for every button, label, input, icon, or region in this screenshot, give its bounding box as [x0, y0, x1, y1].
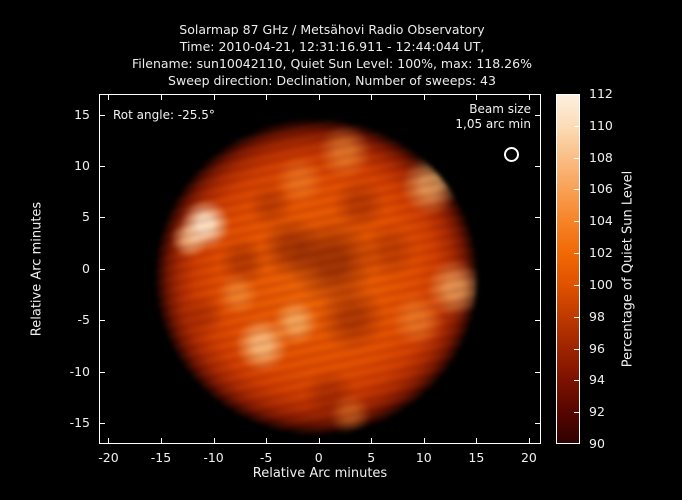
colorbar-tick-label: 108: [589, 149, 613, 165]
x-tick-mark: [213, 438, 215, 443]
x-tick-mark: [318, 438, 320, 443]
time-line: Time: 2010-04-21, 12:31:16.911 - 12:44:0…: [179, 39, 485, 54]
colorbar-tick-mark: [574, 253, 579, 255]
x-tick-mark: [161, 95, 163, 100]
beam-size-line2: 1,05 arc min: [455, 117, 531, 131]
colorbar-tick-mark: [574, 284, 579, 286]
y-tick-mark: [535, 217, 540, 219]
x-tick-label: 5: [367, 450, 376, 465]
colorbar-tick-label: 104: [589, 213, 613, 229]
y-tick-label: -15: [69, 414, 90, 430]
solar-north-annotation: Solar north: [100, 363, 220, 443]
x-tick-mark: [213, 95, 215, 100]
colorbar-tick-mark: [574, 157, 579, 159]
x-tick-label: 15: [468, 450, 485, 465]
x-tick-mark: [161, 438, 163, 443]
y-tick-mark: [100, 371, 105, 373]
sun-disk: [155, 119, 478, 435]
x-tick-mark: [108, 95, 110, 100]
y-tick-mark: [535, 165, 540, 167]
y-tick-mark: [100, 217, 105, 219]
beam-size-label: Beam size 1,05 arc min: [455, 102, 531, 132]
colorbar-tick-mark: [574, 316, 579, 318]
x-tick-label: -15: [150, 450, 172, 465]
y-tick-mark: [535, 114, 540, 116]
y-tick-mark: [535, 422, 540, 424]
beam-size-line1: Beam size: [469, 102, 531, 116]
x-tick-mark: [476, 95, 478, 100]
y-tick-mark: [535, 268, 540, 270]
colorbar-tick-label: 106: [589, 181, 613, 197]
colorbar-tick-mark: [574, 380, 579, 382]
colorbar-tick-mark: [574, 443, 579, 444]
y-tick-label: -10: [69, 363, 90, 379]
x-tick-label: -5: [259, 450, 273, 465]
colorbar-tick-label: 90: [589, 436, 605, 451]
x-tick-mark: [266, 438, 268, 443]
x-tick-mark: [371, 438, 373, 443]
y-tick-label: 15: [74, 106, 90, 122]
header: Solarmap 87 GHz / Metsähovi Radio Observ…: [0, 21, 664, 89]
title-line: Solarmap 87 GHz / Metsähovi Radio Observ…: [179, 22, 485, 37]
colorbar-tick-mark: [574, 189, 579, 191]
colorbar-tick-mark: [574, 412, 579, 414]
x-tick-mark: [528, 438, 530, 443]
colorbar-tick-mark: [574, 125, 579, 127]
y-tick-mark: [100, 165, 105, 167]
x-tick-mark: [423, 438, 425, 443]
colorbar: [556, 94, 580, 444]
x-tick-mark: [266, 95, 268, 100]
sweep-line: Sweep direction: Declination, Number of …: [168, 73, 496, 88]
colorbar-tick-label: 110: [589, 117, 613, 133]
plot-canvas: [100, 95, 540, 443]
x-axis-label: Relative Arc minutes: [252, 466, 388, 481]
x-tick-mark: [318, 95, 320, 100]
colorbar-tick-label: 100: [589, 276, 613, 292]
x-tick-mark: [476, 438, 478, 443]
colorbar-tick-mark: [574, 348, 579, 350]
x-tick-label: -20: [98, 450, 119, 465]
x-tick-label: 10: [415, 450, 432, 465]
colorbar-tick-label: 102: [589, 245, 613, 261]
y-axis-label: Relative Arc minutes: [29, 201, 45, 337]
y-tick-label: -5: [77, 312, 90, 328]
y-tick-mark: [100, 114, 105, 116]
x-tick-mark: [423, 95, 425, 100]
y-tick-mark: [535, 320, 540, 322]
colorbar-tick-label: 98: [589, 308, 605, 324]
colorbar-gradient: [557, 95, 579, 443]
colorbar-tick-label: 96: [589, 340, 605, 356]
colorbar-tick-label: 112: [589, 86, 613, 101]
y-tick-mark: [535, 371, 540, 373]
filename-line: Filename: sun10042110, Quiet Sun Level: …: [132, 56, 532, 71]
y-tick-mark: [100, 422, 105, 424]
colorbar-tick-mark: [574, 221, 579, 223]
y-tick-mark: [100, 320, 105, 322]
x-tick-mark: [371, 95, 373, 100]
x-tick-label: 20: [520, 450, 537, 465]
beam-circle-icon: [504, 147, 519, 162]
y-tick-mark: [100, 268, 105, 270]
colorbar-tick-mark: [574, 94, 579, 95]
x-tick-label: 0: [314, 450, 323, 465]
colorbar-tick-label: 94: [589, 372, 605, 388]
x-tick-mark: [108, 438, 110, 443]
colorbar-tick-label: 92: [589, 404, 605, 420]
x-tick-mark: [528, 95, 530, 100]
y-tick-label: 10: [74, 157, 90, 173]
x-tick-label: -10: [203, 450, 224, 465]
colorbar-label: Percentage of Quiet Sun Level: [620, 170, 636, 368]
y-tick-label: 5: [82, 209, 90, 225]
rot-angle-label: Rot angle: -25.5°: [113, 108, 215, 122]
plot-area: Rot angle: -25.5° Beam size 1,05 arc min…: [99, 94, 541, 444]
y-tick-label: 0: [82, 260, 90, 276]
